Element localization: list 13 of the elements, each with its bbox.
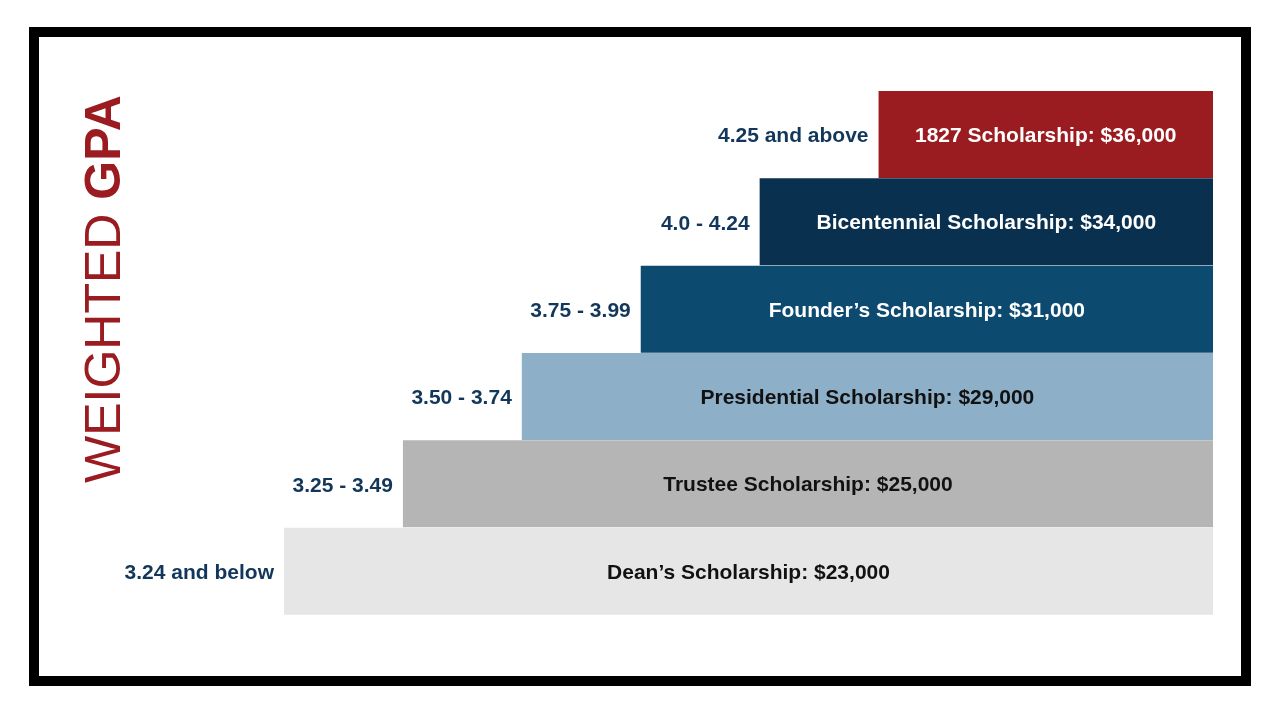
category-label: 4.25 and above (717, 123, 869, 147)
category-label: 3.24 and below (124, 559, 275, 583)
data-label: Dean’s Scholarship: $23,000 (607, 559, 890, 583)
category-label: 3.50 - 3.74 (411, 385, 513, 409)
data-label: Trustee Scholarship: $25,000 (663, 472, 953, 496)
category-label: 3.75 - 3.99 (530, 297, 631, 321)
text: WEIGHTED GPA (75, 95, 131, 483)
data-label: Presidential Scholarship: $29,000 (700, 385, 1035, 408)
data-label: 1827 Scholarship: $36,000 (915, 123, 1177, 146)
category-label: 4.0 - 4.24 (660, 210, 750, 234)
category-label: 3.25 - 3.49 (292, 472, 393, 496)
data-label: Bicentennial Scholarship: $34,000 (816, 210, 1157, 234)
data-label: Founder’s Scholarship: $31,000 (768, 297, 1086, 321)
